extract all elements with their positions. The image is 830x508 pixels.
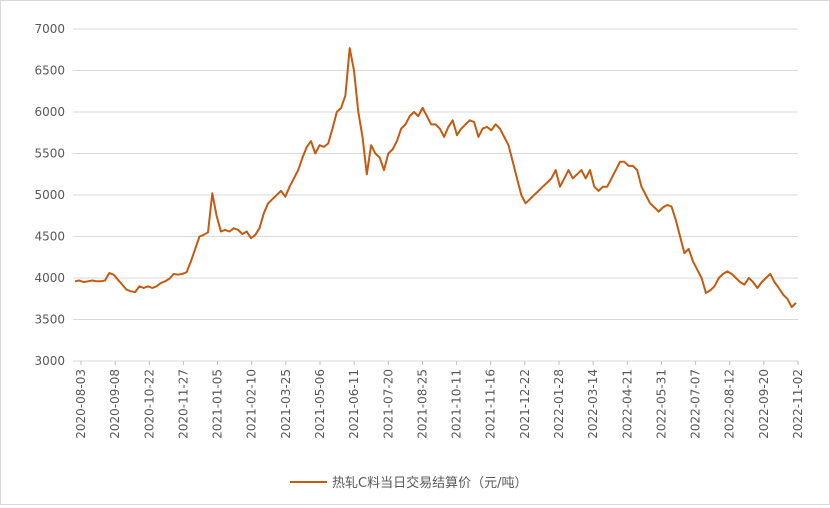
legend-label: 热轧C料当日交易结算价（元/吨） — [332, 475, 527, 491]
y-tick-label: 4000 — [34, 271, 65, 285]
x-tick-label: 2022-09-20 — [757, 369, 771, 439]
legend: 热轧C料当日交易结算价（元/吨） — [290, 475, 527, 491]
x-tick-label: 2021-08-25 — [415, 369, 429, 439]
y-tick-label: 3000 — [34, 354, 65, 368]
x-tick-label: 2022-11-02 — [791, 369, 805, 439]
y-axis-ticks: 3000 3500 4000 4500 5000 5500 6000 6500 7000 — [34, 22, 65, 368]
x-tick-label: 2021-03-25 — [279, 369, 293, 439]
x-tick-label: 2021-05-06 — [313, 369, 327, 439]
x-tick-label: 2022-03-14 — [586, 369, 600, 439]
x-tick-label: 2021-07-20 — [381, 369, 395, 439]
x-tick-label: 2021-01-05 — [211, 369, 225, 439]
x-tick-label: 2021-06-11 — [347, 369, 361, 439]
y-tick-label: 6000 — [34, 105, 65, 119]
y-tick-label: 4500 — [34, 230, 65, 244]
x-tick-label: 2020-09-08 — [108, 369, 122, 439]
x-tick-label: 2022-07-07 — [689, 369, 703, 439]
x-tick-label: 2021-10-11 — [450, 369, 464, 439]
x-tick-label: 2021-11-16 — [484, 369, 498, 439]
x-tick-label: 2022-01-28 — [552, 369, 566, 439]
x-tick-label: 2020-08-03 — [74, 369, 88, 439]
y-tick-label: 7000 — [34, 22, 65, 36]
series-line — [74, 47, 797, 309]
x-tick-label: 2022-04-21 — [620, 369, 634, 439]
y-tick-label: 3500 — [34, 313, 65, 327]
x-axis-ticks: 2020-08-03 2020-09-08 2020-10-22 2020-11-27… — [74, 361, 805, 439]
x-tick-label: 2021-12-22 — [518, 369, 532, 439]
y-tick-label: 5000 — [34, 188, 65, 202]
series-group — [74, 47, 797, 309]
x-tick-label: 2020-11-27 — [176, 369, 190, 439]
x-tick-label: 2022-08-12 — [723, 369, 737, 439]
x-tick-label: 2021-02-10 — [245, 369, 259, 439]
y-tick-label: 6500 — [34, 64, 65, 78]
gridlines — [73, 28, 798, 362]
x-tick-label: 2022-05-31 — [654, 369, 668, 439]
y-tick-label: 5500 — [34, 147, 65, 161]
x-tick-label: 2020-10-22 — [142, 369, 156, 439]
